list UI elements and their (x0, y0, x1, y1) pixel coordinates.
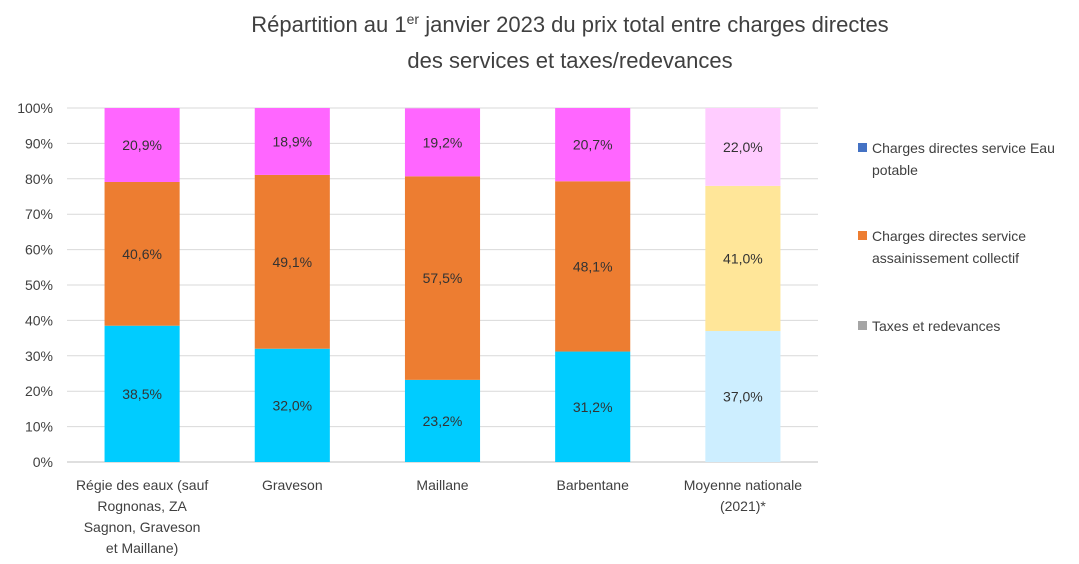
data-label: 49,1% (272, 254, 312, 270)
x-tick-label: Rognonas, ZA (97, 498, 187, 514)
chart-title: des services et taxes/redevances (407, 48, 732, 73)
x-tick-label: (2021)* (720, 498, 766, 514)
bar-segment (705, 108, 781, 186)
data-label: 48,1% (573, 258, 613, 274)
y-tick-label: 80% (25, 171, 53, 187)
data-label: 40,6% (122, 246, 162, 262)
bar-segment (555, 181, 631, 352)
bar-segment (254, 348, 330, 462)
bar-segment (555, 351, 631, 462)
data-label: 38,5% (122, 386, 162, 402)
y-tick-label: 10% (25, 419, 53, 435)
title-superscript: er (407, 11, 420, 27)
x-tick-label: Maillane (416, 477, 468, 493)
title-part: janvier 2023 du prix total entre charges… (419, 12, 889, 37)
y-tick-label: 40% (25, 312, 53, 328)
y-tick-label: 0% (33, 454, 53, 470)
data-label: 22,0% (723, 139, 763, 155)
legend-swatch (858, 231, 867, 240)
x-tick-label: Régie des eaux (sauf (76, 477, 208, 493)
y-tick-label: 70% (25, 206, 53, 222)
legend-swatch (858, 321, 867, 330)
x-tick-label: Barbentane (556, 477, 629, 493)
data-label: 41,0% (723, 250, 763, 266)
y-tick-label: 90% (25, 135, 53, 151)
legend-swatch (858, 143, 867, 152)
data-label: 37,0% (723, 389, 763, 405)
y-tick-label: 30% (25, 348, 53, 364)
legend-label: Taxes et redevances (872, 318, 1000, 334)
data-label: 57,5% (423, 270, 463, 286)
bar-segment (404, 379, 481, 462)
y-tick-label: 100% (17, 100, 53, 116)
bar-segment (705, 331, 781, 462)
bar-segment (404, 176, 481, 380)
y-tick-label: 20% (25, 383, 53, 399)
x-tick-label: Moyenne nationale (684, 477, 803, 493)
data-label: 32,0% (272, 397, 312, 413)
data-label: 20,9% (122, 137, 162, 153)
data-label: 20,7% (573, 137, 613, 153)
bar-segment (104, 181, 180, 326)
legend-label: Charges directes service Eau potable (872, 140, 1055, 178)
title-part: Répartition au 1 (251, 12, 406, 37)
y-tick-label: 50% (25, 277, 53, 293)
bar-segment (104, 325, 180, 462)
y-tick-label: 60% (25, 242, 53, 258)
bar-segment (254, 108, 330, 175)
x-tick-label: et Maillane) (106, 540, 178, 556)
data-label: 18,9% (272, 133, 312, 149)
x-tick-label: Sagnon, Graveson (84, 519, 201, 535)
data-label: 31,2% (573, 399, 613, 415)
bar-segment (404, 108, 481, 177)
bar-segment (104, 108, 180, 182)
chart-title: Répartition au 1er janvier 2023 du prix … (251, 11, 888, 37)
bar-segment (705, 185, 781, 332)
x-tick-label: Graveson (262, 477, 323, 493)
legend-label: Charges directes service assainissement c… (872, 228, 1026, 266)
data-label: 19,2% (423, 134, 463, 150)
bar-segment (254, 174, 330, 349)
data-label: 23,2% (423, 413, 463, 429)
bar-segment (555, 108, 631, 182)
